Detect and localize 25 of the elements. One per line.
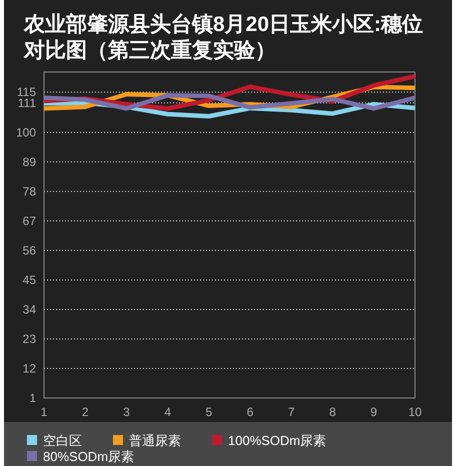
x-tick-label: 2	[82, 405, 89, 419]
legend-label: 普通尿素	[129, 433, 181, 448]
x-tick-label: 6	[246, 405, 254, 419]
y-tick-label: 12	[22, 361, 36, 376]
x-tick-label: 3	[123, 405, 130, 419]
y-tick-label: 45	[22, 272, 36, 287]
y-tick-label: 34	[22, 302, 36, 316]
x-tick-label: 9	[370, 405, 378, 419]
x-tick-label: 1	[40, 405, 48, 419]
legend-label: 空白区	[43, 433, 82, 448]
x-tick-label: 10	[408, 405, 422, 419]
y-tick-label: 89	[22, 154, 36, 169]
y-tick-label: 56	[22, 243, 36, 258]
y-tick-label: 1	[29, 391, 36, 405]
y-tick-label: 78	[22, 184, 36, 198]
x-tick-label: 4	[164, 405, 172, 419]
legend-label: 100%SODm尿素	[228, 433, 326, 448]
x-tick-label: 5	[206, 405, 213, 419]
y-tick-label: 100	[16, 125, 36, 140]
x-tick-label: 7	[288, 405, 295, 419]
legend-label: 80%SODm尿素	[43, 449, 134, 464]
title: 农业部肇源县头台镇8月20日玉米小区:穗位对比图（第三次重复实验）	[24, 13, 424, 62]
y-tick-label: 23	[22, 332, 36, 346]
y-tick-label: 67	[22, 214, 36, 228]
x-tick-label: 8	[329, 405, 336, 419]
